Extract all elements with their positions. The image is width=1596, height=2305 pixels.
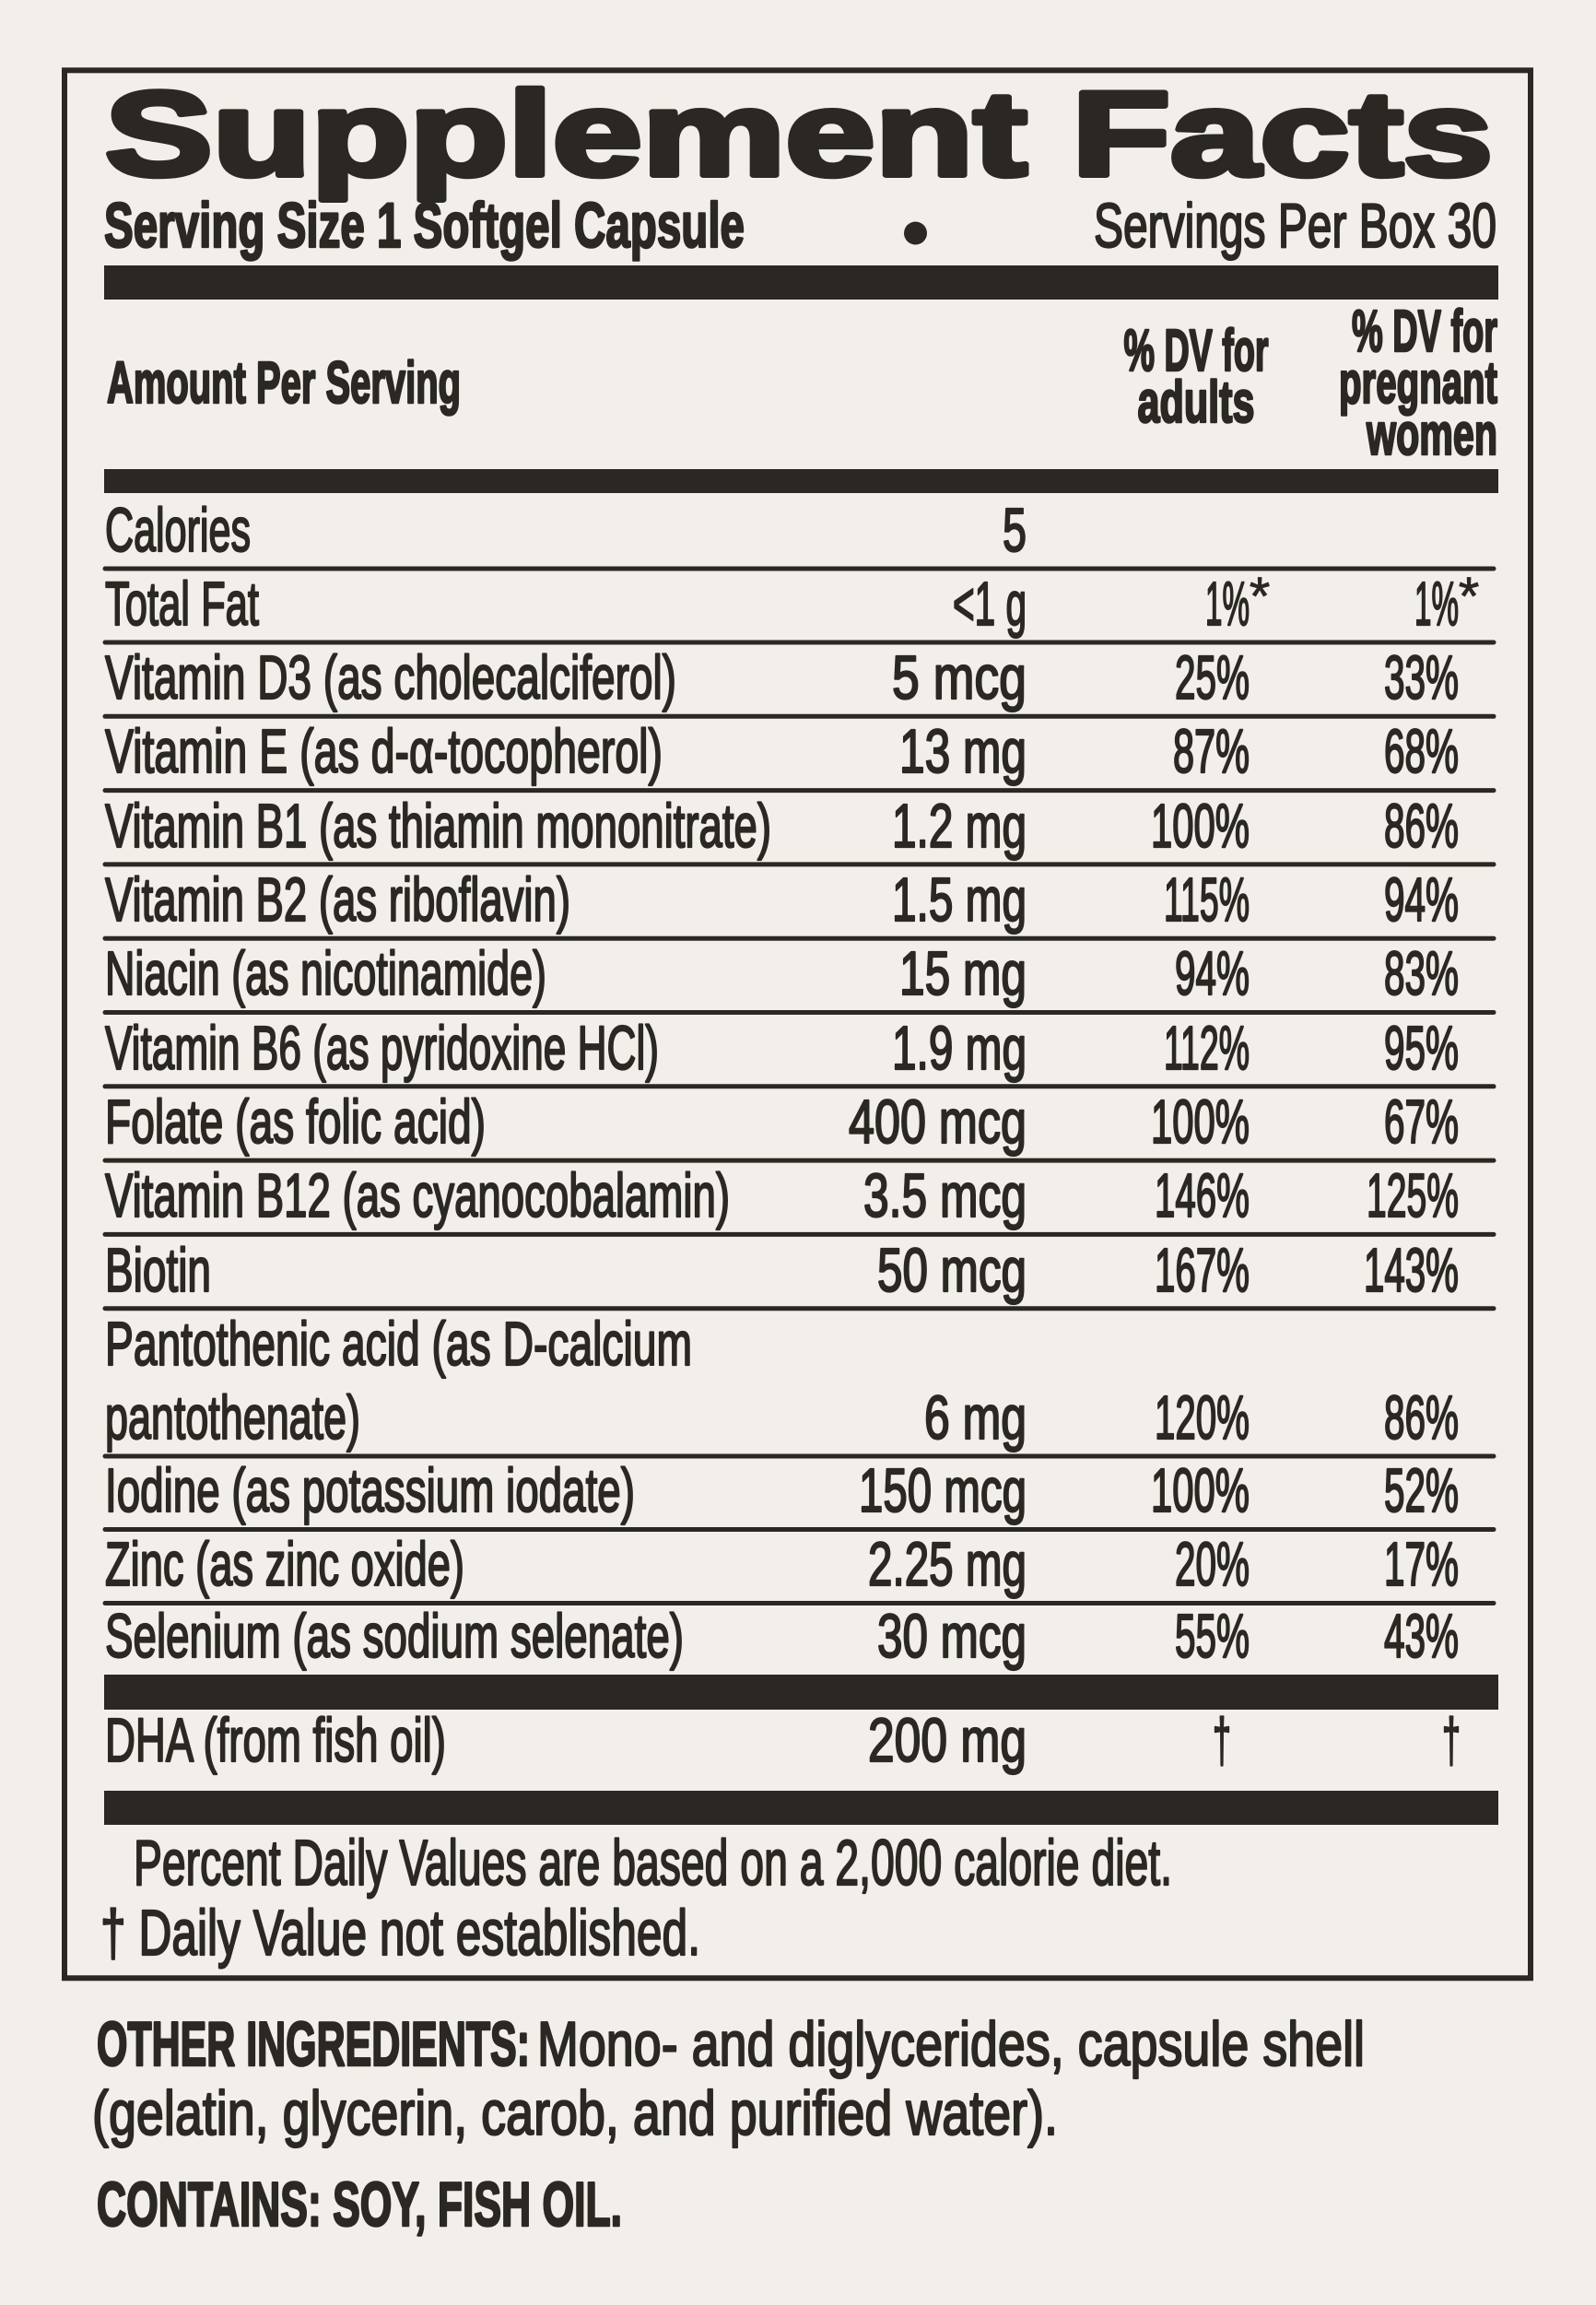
svg-text:125%: 125%: [1367, 1161, 1459, 1230]
svg-text:Amount Per Serving: Amount Per Serving: [107, 349, 461, 416]
svg-text:% DV for: % DV for: [1124, 317, 1269, 383]
svg-text:Folate (as folic acid): Folate (as folic acid): [105, 1088, 486, 1157]
svg-text:94%: 94%: [1384, 865, 1459, 935]
svg-text:1.9 mg: 1.9 mg: [892, 1014, 1027, 1083]
svg-text:143%: 143%: [1364, 1236, 1459, 1305]
svg-text:% DV for: % DV for: [1352, 298, 1497, 364]
svg-text:95%: 95%: [1384, 1014, 1459, 1083]
svg-text:17%: 17%: [1384, 1530, 1459, 1599]
svg-text:20%: 20%: [1175, 1530, 1250, 1599]
svg-text:13 mg: 13 mg: [899, 717, 1027, 786]
svg-text:Vitamin D3 (as cholecalciferol: Vitamin D3 (as cholecalciferol): [105, 643, 676, 712]
svg-text:83%: 83%: [1384, 939, 1459, 1008]
svg-text:150 mcg: 150 mcg: [859, 1456, 1027, 1525]
svg-text:Zinc (as zinc oxide): Zinc (as zinc oxide): [105, 1530, 464, 1599]
svg-text:Percent Daily Values are based: Percent Daily Values are based on a 2,00…: [134, 1827, 1172, 1899]
svg-text:86%: 86%: [1384, 792, 1459, 861]
svg-text:2.25 mg: 2.25 mg: [868, 1530, 1027, 1599]
svg-text:5: 5: [1003, 496, 1027, 565]
svg-text:3.5 mcg: 3.5 mcg: [863, 1161, 1027, 1230]
svg-text:Mono- and diglycerides, capsul: Mono- and diglycerides, capsule shell: [537, 2009, 1365, 2079]
svg-text:1%: 1%: [1414, 570, 1459, 639]
svg-text:Serving Size 1 Softgel Capsule: Serving Size 1 Softgel Capsule: [104, 190, 745, 261]
svg-text:Selenium (as sodium selenate): Selenium (as sodium selenate): [105, 1602, 684, 1671]
svg-text:87%: 87%: [1173, 717, 1250, 786]
svg-text:55%: 55%: [1175, 1602, 1250, 1671]
svg-text:† Daily Value not established.: † Daily Value not established.: [100, 1897, 700, 1969]
svg-text:86%: 86%: [1384, 1383, 1459, 1452]
svg-text:*: *: [1250, 567, 1271, 627]
svg-text:167%: 167%: [1155, 1236, 1250, 1305]
svg-text:33%: 33%: [1384, 643, 1459, 712]
svg-text:1%: 1%: [1205, 570, 1250, 639]
svg-text:OTHER INGREDIENTS:: OTHER INGREDIENTS:: [97, 2009, 530, 2079]
svg-text:1.2 mg: 1.2 mg: [892, 792, 1027, 861]
svg-text:Supplement Facts: Supplement Facts: [105, 66, 1493, 201]
svg-text:women: women: [1366, 401, 1497, 467]
svg-text:100%: 100%: [1151, 1088, 1250, 1157]
svg-text:adults: adults: [1138, 369, 1255, 435]
svg-text:50 mcg: 50 mcg: [877, 1236, 1027, 1305]
svg-text:Iodine (as potassium iodate): Iodine (as potassium iodate): [105, 1456, 635, 1525]
svg-text:Vitamin B12 (as cyanocobalamin: Vitamin B12 (as cyanocobalamin): [105, 1161, 730, 1230]
svg-text:120%: 120%: [1155, 1383, 1250, 1452]
svg-text:43%: 43%: [1384, 1602, 1459, 1671]
svg-text:67%: 67%: [1384, 1088, 1459, 1157]
svg-text:Total Fat: Total Fat: [105, 570, 259, 639]
svg-text:†: †: [1213, 1706, 1231, 1775]
svg-text:100%: 100%: [1151, 1456, 1250, 1525]
svg-text:Servings Per Box 30: Servings Per Box 30: [1094, 191, 1496, 261]
svg-text:5 mcg: 5 mcg: [892, 643, 1027, 712]
svg-text:68%: 68%: [1384, 717, 1459, 786]
svg-text:DHA (from fish oil): DHA (from fish oil): [105, 1706, 446, 1775]
svg-text:200 mg: 200 mg: [868, 1706, 1027, 1775]
svg-text:30 mcg: 30 mcg: [877, 1602, 1027, 1671]
svg-text:25%: 25%: [1175, 643, 1250, 712]
svg-text:pantothenate): pantothenate): [105, 1383, 360, 1452]
svg-text:Biotin: Biotin: [105, 1236, 211, 1305]
svg-text:400 mcg: 400 mcg: [849, 1088, 1027, 1157]
svg-text:CONTAINS: SOY, FISH OIL.: CONTAINS: SOY, FISH OIL.: [97, 2170, 622, 2240]
svg-text:†: †: [1442, 1706, 1461, 1775]
svg-text:Vitamin B1 (as thiamin mononit: Vitamin B1 (as thiamin mononitrate): [105, 792, 771, 861]
svg-text:*: *: [1459, 567, 1480, 627]
svg-text:Vitamin B2 (as riboflavin): Vitamin B2 (as riboflavin): [105, 865, 570, 935]
svg-text:100%: 100%: [1151, 792, 1250, 861]
svg-text:94%: 94%: [1175, 939, 1250, 1008]
svg-text:<1 g: <1 g: [953, 570, 1027, 639]
svg-text:115%: 115%: [1164, 865, 1250, 935]
svg-text:Niacin (as nicotinamide): Niacin (as nicotinamide): [105, 939, 546, 1008]
svg-text:(gelatin, glycerin, carob, and: (gelatin, glycerin, carob, and purified …: [92, 2078, 1058, 2148]
svg-text:1.5 mg: 1.5 mg: [892, 865, 1027, 935]
svg-text:Pantothenic acid (as D-calcium: Pantothenic acid (as D-calcium: [105, 1310, 692, 1379]
svg-text:15 mg: 15 mg: [899, 939, 1027, 1008]
svg-text:52%: 52%: [1384, 1456, 1459, 1525]
svg-text:146%: 146%: [1155, 1161, 1250, 1230]
svg-text:pregnant: pregnant: [1339, 349, 1497, 416]
svg-text:112%: 112%: [1164, 1014, 1250, 1083]
svg-text:Calories: Calories: [105, 496, 251, 565]
svg-text:6 mg: 6 mg: [924, 1383, 1027, 1452]
svg-text:Vitamin E (as d-α-tocopherol): Vitamin E (as d-α-tocopherol): [105, 717, 663, 786]
svg-text:Vitamin B6 (as pyridoxine HCl): Vitamin B6 (as pyridoxine HCl): [105, 1014, 659, 1083]
